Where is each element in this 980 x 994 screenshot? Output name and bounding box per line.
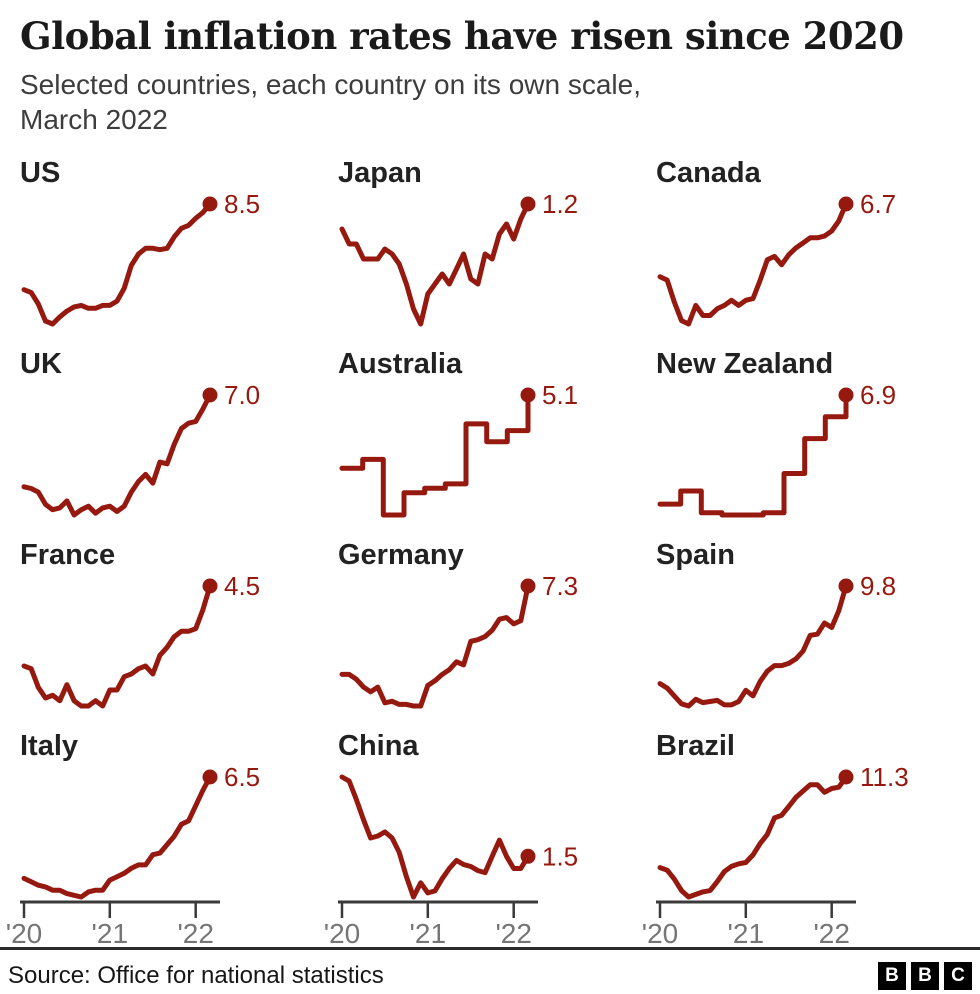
chart-cell-france: France 4.5 <box>20 527 324 718</box>
latest-point-dot <box>520 196 536 212</box>
sparkline-china: 1.5 '20 '21 '22 <box>324 774 578 949</box>
sparkline-italy: 6.5 '20 '21 '22 <box>6 762 260 949</box>
sparkline-spain: 9.8 <box>657 571 896 709</box>
x-axis-tick-label: '21 <box>92 918 129 949</box>
x-axis-tick-label: '22 <box>495 918 532 949</box>
country-label-japan: Japan <box>338 157 422 190</box>
latest-point-dot <box>838 196 854 212</box>
chart-cell-brazil: Brazil 11.3 '20 '21 '22 <box>642 718 960 949</box>
page-title: Global inflation rates have risen since … <box>20 14 904 58</box>
sparkline-us: 8.5 <box>21 189 260 327</box>
chart-cell-japan: Japan 1.2 <box>338 145 642 336</box>
latest-point-dot <box>202 196 218 212</box>
sparkline-france: 4.5 <box>21 571 260 709</box>
sparkline-australia: 5.1 <box>339 380 578 518</box>
chart-cell-china: China 1.5 '20 '21 '22 <box>324 718 642 949</box>
sparkline-canada: 6.7 <box>657 189 896 327</box>
chart-cell-us: US 8.5 <box>20 145 324 336</box>
inflation-line <box>21 201 213 327</box>
latest-value-label: 11.3 <box>860 762 909 792</box>
country-label-china: China <box>338 730 419 763</box>
country-label-canada: Canada <box>656 157 761 190</box>
country-label-uk: UK <box>20 348 62 381</box>
latest-value-label: 6.7 <box>860 189 896 219</box>
latest-point-dot <box>838 769 854 785</box>
country-label-germany: Germany <box>338 539 464 572</box>
x-axis-tick-label: '20 <box>642 918 679 949</box>
chart-cell-germany: Germany 7.3 <box>338 527 642 718</box>
latest-value-label: 7.0 <box>224 380 260 410</box>
latest-point-dot <box>202 769 218 785</box>
chart-subtitle: Selected countries, each country on its … <box>20 68 960 137</box>
x-axis-tick-label: '22 <box>813 918 850 949</box>
inflation-line <box>21 392 213 518</box>
chart-cell-new-zealand: New Zealand 6.9 <box>656 336 960 527</box>
latest-value-label: 6.5 <box>224 762 260 792</box>
chart-cell-uk: UK 7.0 <box>20 336 324 527</box>
inflation-line <box>21 583 213 709</box>
footer-divider <box>0 947 980 950</box>
inflation-line <box>21 774 213 900</box>
latest-value-label: 8.5 <box>224 189 260 219</box>
chart-cell-italy: Italy 6.5 '20 '21 '22 <box>6 718 324 949</box>
chart-cell-australia: Australia 5.1 <box>338 336 642 527</box>
inflation-line <box>339 583 531 709</box>
latest-point-dot <box>838 578 854 594</box>
bbc-logo-letter: B <box>878 962 906 990</box>
latest-value-label: 5.1 <box>542 380 578 410</box>
x-axis-tick-label: '20 <box>6 918 43 949</box>
sparkline-japan: 1.2 <box>339 189 578 327</box>
inflation-line <box>339 392 531 518</box>
country-label-france: France <box>20 539 116 572</box>
source-text: Source: Office for national statistics <box>8 962 384 989</box>
inflation-chart-figure: Global inflation rates have risen since … <box>0 14 980 990</box>
inflation-line <box>657 774 849 900</box>
chart-cell-canada: Canada 6.7 <box>656 145 960 336</box>
latest-value-label: 1.2 <box>542 189 578 219</box>
inflation-line <box>657 201 849 327</box>
latest-point-dot <box>520 387 536 403</box>
subtitle-line-1: Selected countries, each country on its … <box>20 69 642 100</box>
latest-value-label: 9.8 <box>860 571 896 601</box>
x-axis-tick-label: '22 <box>177 918 214 949</box>
inflation-line <box>657 583 849 709</box>
small-multiples-grid: US 8.5 Japan 1.2 Canada 6.7 UK 7.0 Australia 5.1 N… <box>0 145 980 949</box>
latest-point-dot <box>520 849 536 865</box>
latest-point-dot <box>520 578 536 594</box>
latest-point-dot <box>202 578 218 594</box>
bbc-logo-letter: C <box>944 962 972 990</box>
country-label-spain: Spain <box>656 539 735 572</box>
country-label-italy: Italy <box>20 730 79 763</box>
sparkline-new-zealand: 6.9 <box>657 380 896 518</box>
latest-value-label: 1.5 <box>542 842 578 872</box>
bbc-logo-letter: B <box>911 962 939 990</box>
inflation-line <box>657 392 849 518</box>
inflation-line <box>339 774 531 900</box>
sparkline-brazil: 11.3 '20 '21 '22 <box>642 762 909 949</box>
bbc-logo: B B C <box>878 962 972 990</box>
latest-value-label: 4.5 <box>224 571 260 601</box>
country-label-brazil: Brazil <box>656 730 735 763</box>
footer: Source: Office for national statistics B… <box>0 962 980 990</box>
subtitle-line-2: March 2022 <box>20 103 168 135</box>
country-label-us: US <box>20 157 61 190</box>
x-axis-tick-label: '21 <box>410 918 447 949</box>
x-axis-tick-label: '21 <box>728 918 765 949</box>
latest-point-dot <box>838 387 854 403</box>
sparkline-uk: 7.0 <box>21 380 260 518</box>
latest-value-label: 6.9 <box>860 380 896 410</box>
latest-point-dot <box>202 387 218 403</box>
country-label-new-zealand: New Zealand <box>656 348 834 381</box>
x-axis-tick-label: '20 <box>324 918 361 949</box>
chart-cell-spain: Spain 9.8 <box>656 527 960 718</box>
inflation-line <box>339 201 531 327</box>
sparkline-germany: 7.3 <box>339 571 578 709</box>
country-label-australia: Australia <box>338 348 463 381</box>
latest-value-label: 7.3 <box>542 571 578 601</box>
